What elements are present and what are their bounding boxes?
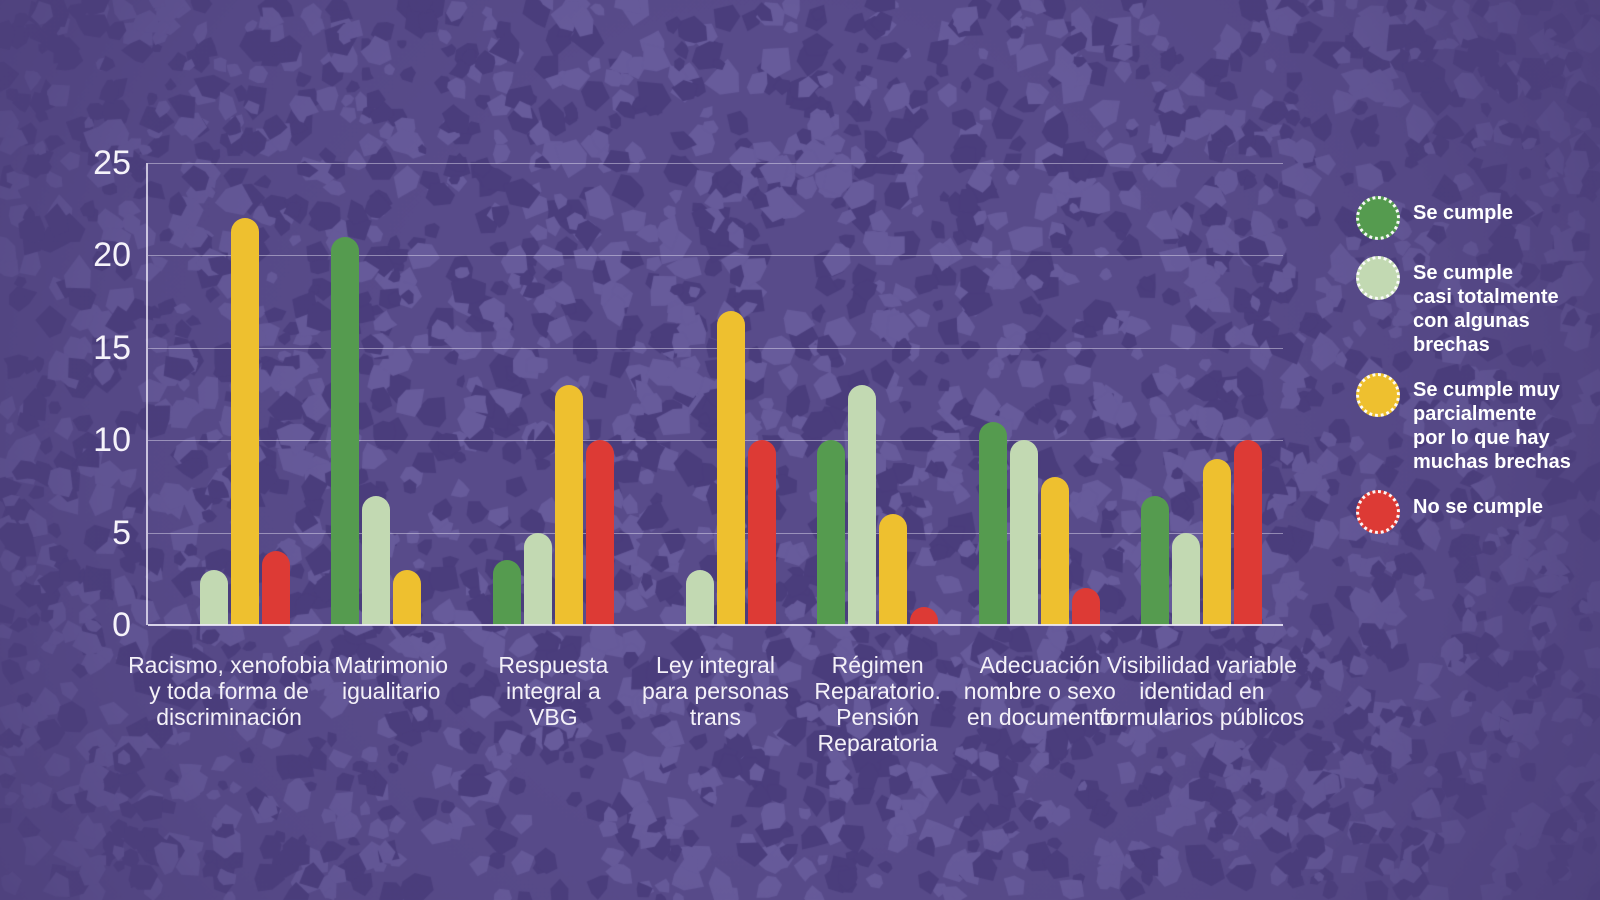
bar-s3-c3: [748, 440, 776, 625]
y-axis-line: [146, 163, 148, 625]
y-tick-label-0: 0: [112, 606, 131, 644]
y-tick-label-20: 20: [93, 236, 131, 275]
bar-s2-c0: [230, 218, 259, 625]
gridline-5: [148, 532, 1283, 534]
bar-s1-c3: [686, 569, 714, 625]
bar-s2-c6: [1203, 458, 1232, 625]
bar-s3-c2: [585, 440, 614, 625]
bar-s1-c6: [1172, 532, 1201, 625]
bar-s1-c4: [848, 384, 877, 625]
bar-s3-c4: [910, 606, 939, 625]
legend-label: Se cumple: [1413, 202, 1514, 224]
y-tick-label-25: 25: [93, 144, 131, 182]
x-axis-category-label-2: Respuesta integral a VBG: [498, 652, 609, 730]
bar-s2-c3: [717, 310, 745, 625]
legend-item-0: Se cumple: [1356, 196, 1591, 240]
x-axis-category-label-4: Régimen Reparatorio. Pensión Reparatoria: [814, 652, 941, 756]
gridline-20: [148, 255, 1283, 257]
gridline-15: [148, 347, 1283, 349]
bar-s1-c1: [361, 495, 390, 625]
legend-label: No se cumple: [1413, 496, 1544, 518]
x-axis-category-label-3: Ley integral para personas trans: [641, 652, 790, 730]
legend-label: Se cumple muy parcialmente por lo que ha…: [1413, 379, 1571, 473]
legend-label: Se cumple casi totalmente con algunas br…: [1413, 262, 1559, 356]
gridline-10: [148, 440, 1283, 442]
bar-chart-plot: 0 5 10 15 20 25: [93, 146, 1283, 642]
y-tick-label-5: 5: [112, 513, 131, 552]
bar-s1-c5: [1010, 440, 1039, 625]
bar-s1-c2: [523, 532, 552, 625]
bar-s3-c6: [1234, 440, 1263, 625]
y-tick-label-10: 10: [93, 421, 131, 460]
bar-s0-c6: [1141, 495, 1170, 625]
bar-s0-c2: [492, 560, 521, 625]
bar-s2-c1: [392, 569, 421, 625]
legend-swatch-icon: [1356, 490, 1400, 534]
bar-s0-c1: [330, 236, 359, 625]
legend-swatch-icon: [1356, 373, 1400, 417]
legend-swatch-icon: [1356, 256, 1400, 300]
bar-s2-c4: [879, 514, 908, 625]
bar-s2-c2: [554, 384, 583, 625]
x-axis-category-label-5: Adecuación nombre o sexo en documento: [963, 652, 1116, 730]
bar-s0-c5: [979, 421, 1008, 625]
chart-legend: Se cumple Se cumple casi totalmente con a…: [1356, 196, 1591, 534]
bar-s3-c0: [261, 551, 290, 625]
bar-s2-c5: [1041, 477, 1070, 625]
bar-s3-c5: [1072, 588, 1101, 625]
legend-swatch-icon: [1356, 196, 1400, 240]
x-axis-category-label-6: Visibilidad variable identidad en formul…: [1099, 652, 1305, 730]
x-axis-line: [148, 624, 1283, 626]
legend-item-1: Se cumple casi totalmente con algunas br…: [1356, 256, 1591, 357]
bar-s0-c4: [817, 440, 846, 625]
bar-s1-c0: [199, 569, 228, 625]
x-axis-category-label-1: Matrimonio igualitario: [334, 652, 449, 704]
x-axis-category-label-0: Racismo, xenofobia y toda forma de discr…: [128, 652, 331, 730]
gridline-25: [148, 163, 1283, 164]
y-tick-label-15: 15: [93, 328, 131, 367]
legend-item-2: Se cumple muy parcialmente por lo que ha…: [1356, 373, 1591, 474]
legend-item-3: No se cumple: [1356, 490, 1591, 534]
